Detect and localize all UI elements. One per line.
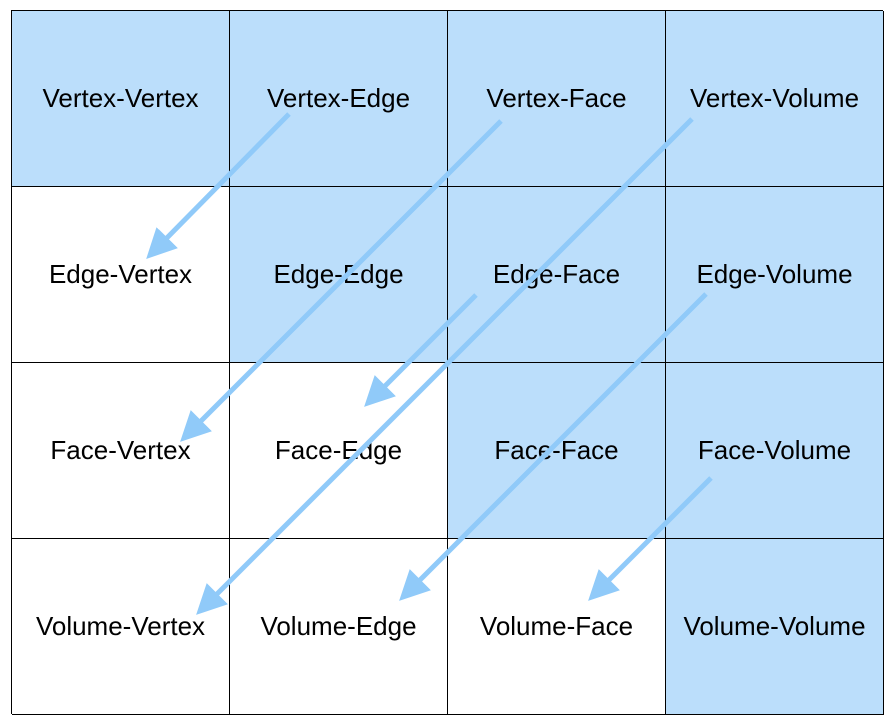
cell-edge-face: Edge-Face (448, 187, 666, 363)
cell-vertex-vertex: Vertex-Vertex (12, 11, 230, 187)
cell-vertex-edge: Vertex-Edge (230, 11, 448, 187)
cell-face-edge: Face-Edge (230, 363, 448, 539)
cell-vertex-volume: Vertex-Volume (666, 11, 884, 187)
cell-vertex-face: Vertex-Face (448, 11, 666, 187)
cell-volume-edge: Volume-Edge (230, 539, 448, 715)
cell-edge-vertex: Edge-Vertex (12, 187, 230, 363)
cell-face-volume: Face-Volume (666, 363, 884, 539)
cell-volume-volume: Volume-Volume (666, 539, 884, 715)
cell-face-vertex: Face-Vertex (12, 363, 230, 539)
relation-matrix: Vertex-Vertex Vertex-Edge Vertex-Face Ve… (11, 10, 884, 715)
cell-volume-vertex: Volume-Vertex (12, 539, 230, 715)
cell-edge-edge: Edge-Edge (230, 187, 448, 363)
cell-volume-face: Volume-Face (448, 539, 666, 715)
cell-face-face: Face-Face (448, 363, 666, 539)
cell-edge-volume: Edge-Volume (666, 187, 884, 363)
